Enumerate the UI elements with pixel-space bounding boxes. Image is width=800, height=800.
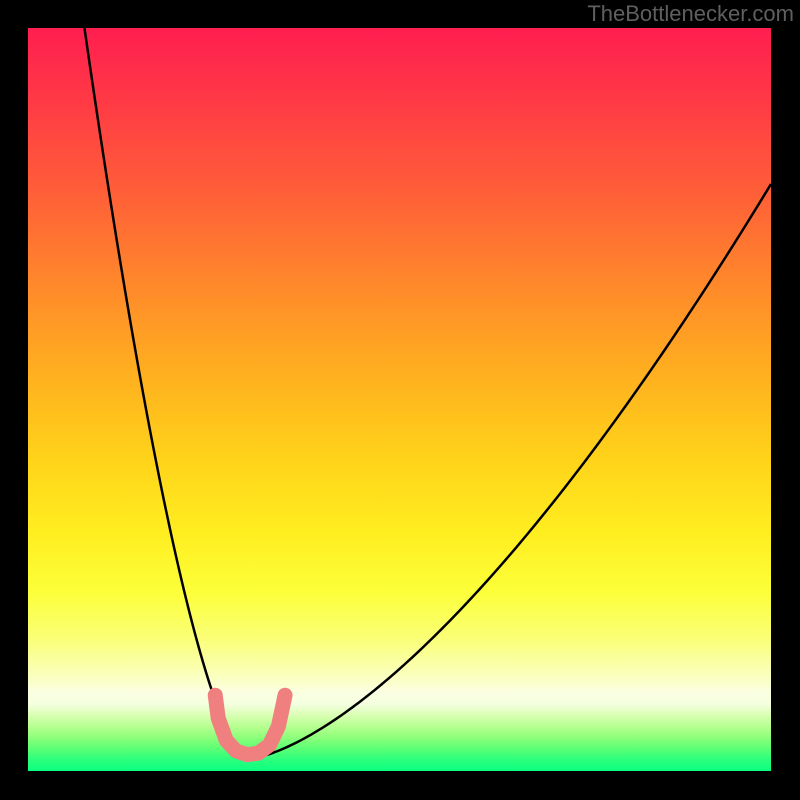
bottleneck-chart <box>28 28 771 771</box>
gradient-background <box>28 28 771 771</box>
chart-frame: TheBottlenecker.com <box>0 0 800 800</box>
watermark-text: TheBottlenecker.com <box>587 0 794 28</box>
